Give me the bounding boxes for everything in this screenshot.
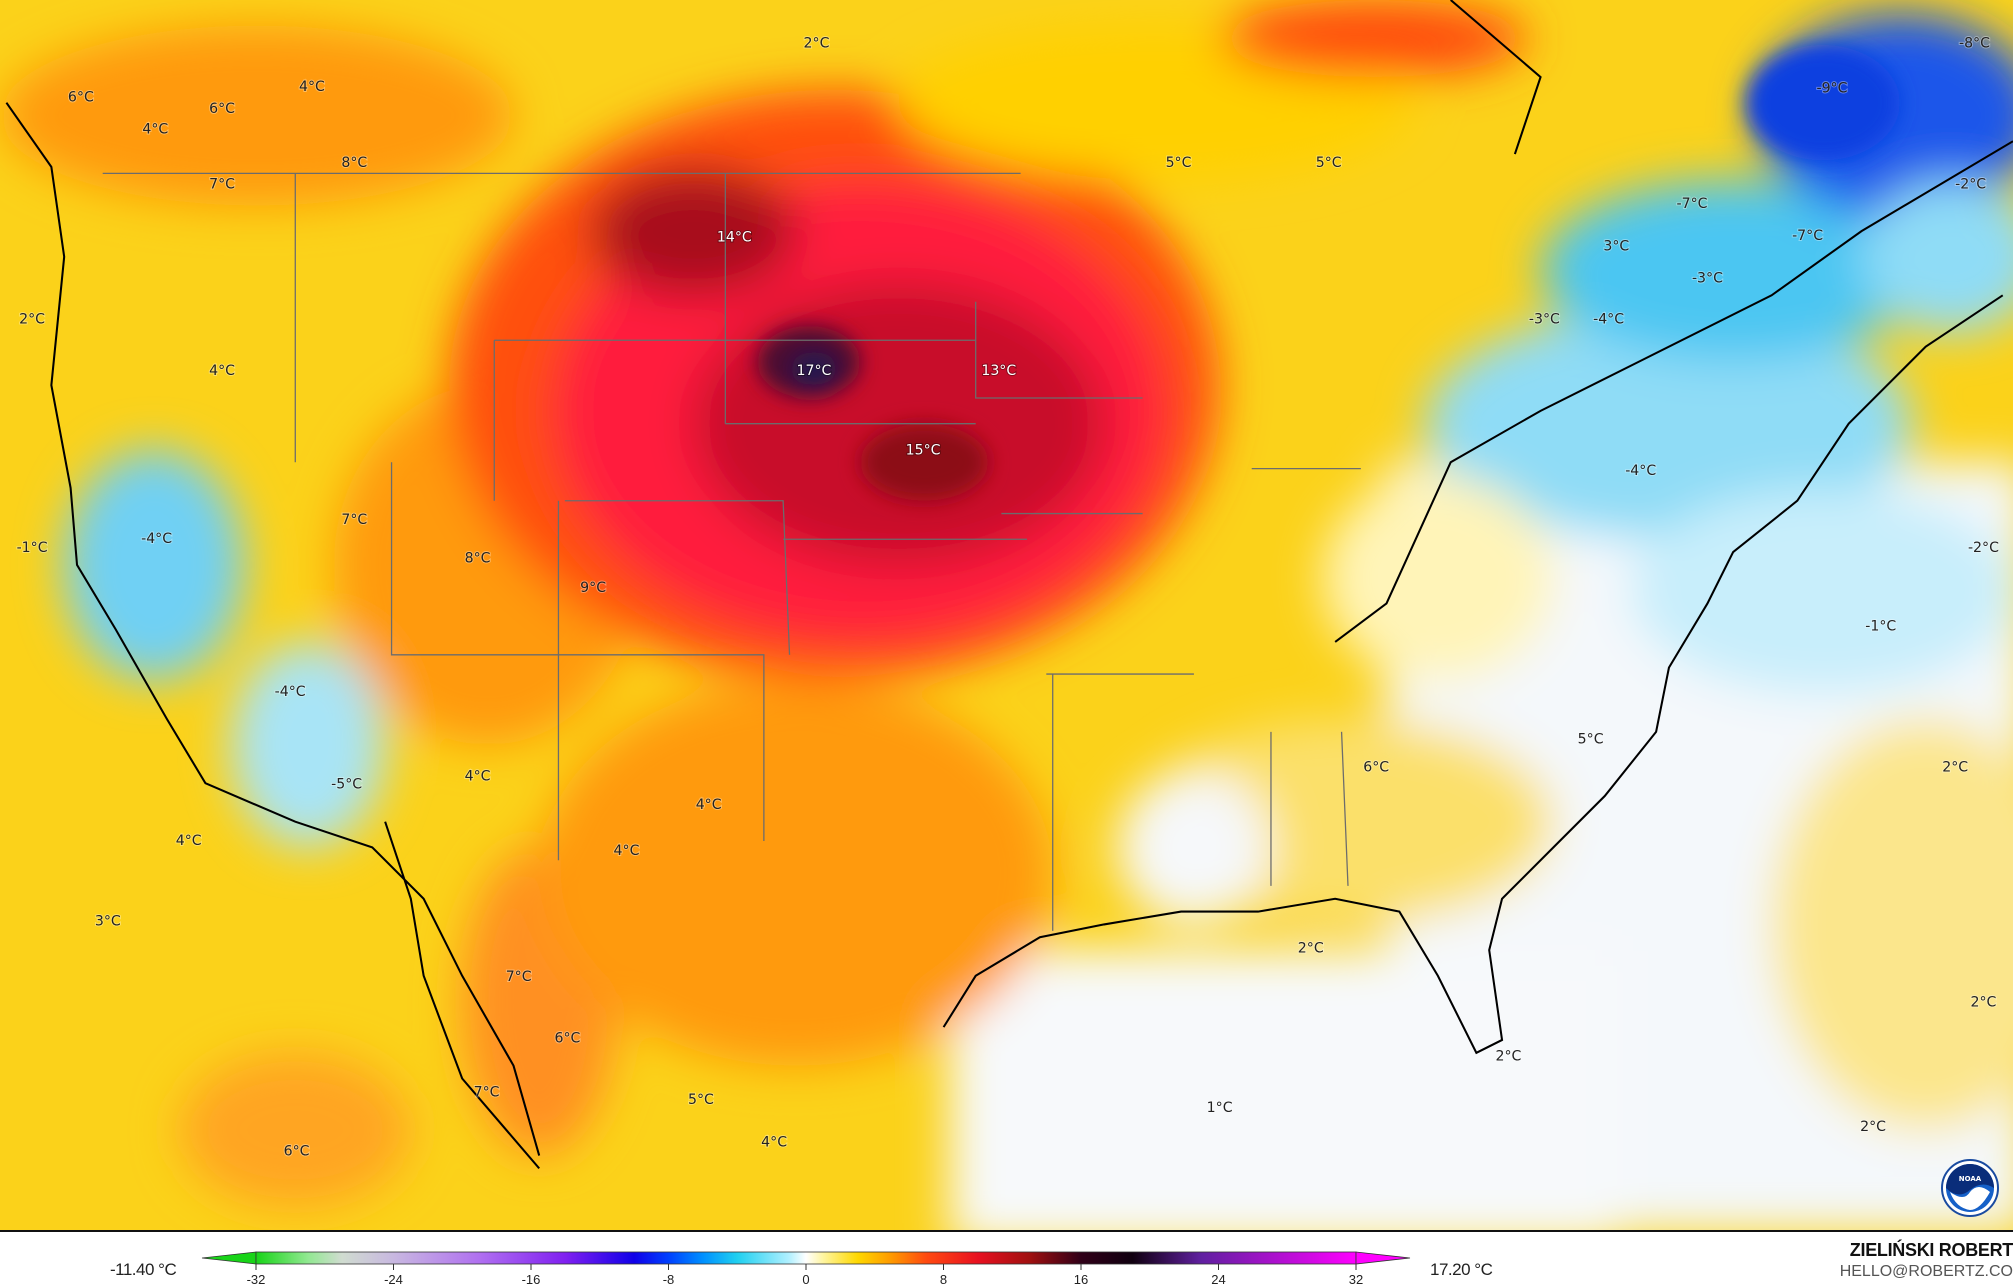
legend-max-value: 17.20 °C <box>1430 1260 1493 1279</box>
temperature-label: 4°C <box>761 1135 787 1151</box>
temperature-label: 17°C <box>796 363 831 379</box>
legend-min-value: -11.40 °C <box>110 1260 177 1279</box>
noaa-logo-icon: NOAA <box>1941 1159 1999 1217</box>
temperature-label: 15°C <box>906 443 941 459</box>
temperature-label: 3°C <box>1603 238 1629 254</box>
temperature-label: 6°C <box>1363 760 1389 776</box>
temperature-label: -4°C <box>275 684 306 700</box>
legend-tick-label: -32 <box>247 1272 266 1287</box>
temperature-label: -5°C <box>331 776 362 792</box>
coastline <box>5 0 2013 1170</box>
temperature-label: 4°C <box>299 79 325 95</box>
temperature-label: 4°C <box>142 122 168 138</box>
temperature-label: 6°C <box>554 1031 580 1047</box>
temperature-label: -4°C <box>1625 463 1656 479</box>
temperature-label: -7°C <box>1677 196 1708 212</box>
temperature-label: -9°C <box>1816 80 1847 96</box>
author-credit: ZIELIŃSKI ROBERT <box>1849 1240 2013 1260</box>
temperature-label: -3°C <box>1692 270 1723 286</box>
state-borders <box>102 172 1361 931</box>
temperature-label: 13°C <box>981 363 1016 379</box>
temperature-label: 8°C <box>465 550 491 566</box>
temperature-label: 6°C <box>284 1144 310 1160</box>
temperature-label: 4°C <box>209 363 235 379</box>
temperature-label: 14°C <box>717 229 752 245</box>
author-email: HELLO@ROBERTZ.CO <box>1839 1263 2013 1280</box>
legend-high-arrow <box>1355 1251 1411 1265</box>
temperature-label: 4°C <box>696 797 722 813</box>
temperature-label: 7°C <box>341 512 367 528</box>
legend-tick-label: -8 <box>663 1272 675 1287</box>
temperature-label: 7°C <box>209 177 235 193</box>
temperature-label: 4°C <box>614 843 640 859</box>
temperature-label: -1°C <box>1865 618 1896 634</box>
temperature-label: -2°C <box>1955 177 1986 193</box>
temperature-label: 5°C <box>1166 155 1192 171</box>
temperature-anomaly-map: 6°C 4°C 6°C 4°C 2°C 8°C 7°C 14°C 5°C 5°C -9°C -8°C 2… <box>0 0 2013 1230</box>
legend-color-bar <box>255 1251 1357 1265</box>
temperature-label: -3°C <box>1529 312 1560 328</box>
legend-tick-label: 0 <box>802 1272 809 1287</box>
legend-tick-label: 16 <box>1074 1272 1088 1287</box>
legend-tick-label: 32 <box>1349 1272 1363 1287</box>
temperature-label: 8°C <box>341 155 367 171</box>
temperature-label: 5°C <box>688 1092 714 1108</box>
temperature-label: 2°C <box>1496 1049 1522 1065</box>
temperature-label: 1°C <box>1207 1100 1233 1116</box>
temperature-label: 6°C <box>68 89 94 105</box>
temperature-label: 7°C <box>474 1084 500 1100</box>
legend-tick-label: 24 <box>1211 1272 1225 1287</box>
temperature-label: 2°C <box>1860 1119 1886 1135</box>
anomaly-field <box>0 0 2013 1230</box>
legend-tick-label: -24 <box>384 1272 403 1287</box>
temperature-label: 7°C <box>506 969 532 985</box>
temperature-label: 2°C <box>804 36 830 52</box>
temperature-label: -4°C <box>141 531 172 547</box>
legend-tick-label: 8 <box>940 1272 947 1287</box>
temperature-label: 5°C <box>1578 731 1604 747</box>
temperature-label: -2°C <box>1968 540 1999 556</box>
svg-text:NOAA: NOAA <box>1959 1175 1982 1183</box>
temperature-label: 5°C <box>1316 155 1342 171</box>
temperature-label: 4°C <box>176 833 202 849</box>
temperature-label: -8°C <box>1959 36 1990 52</box>
temperature-label: 2°C <box>19 312 45 328</box>
temperature-label: -1°C <box>17 540 48 556</box>
temperature-label: 2°C <box>1298 941 1324 957</box>
temperature-label: 9°C <box>580 580 606 596</box>
temperature-labels: 6°C 4°C 6°C 4°C 2°C 8°C 7°C 14°C 5°C 5°C -9°C -8°C 2… <box>16 35 2000 1161</box>
temperature-label: 2°C <box>1971 995 1997 1011</box>
temperature-label: 2°C <box>1942 760 1968 776</box>
map-bottom-border <box>0 1230 2013 1232</box>
temperature-label: 3°C <box>95 914 121 930</box>
color-scale-legend: -32 -24 -16 -8 0 8 16 24 32 <box>201 1251 1411 1287</box>
legend-tick-label: -16 <box>522 1272 541 1287</box>
temperature-label: -4°C <box>1593 312 1624 328</box>
temperature-label: -7°C <box>1792 228 1823 244</box>
temperature-label: 6°C <box>209 101 235 117</box>
legend-low-arrow <box>201 1251 257 1265</box>
temperature-label: 4°C <box>465 769 491 785</box>
